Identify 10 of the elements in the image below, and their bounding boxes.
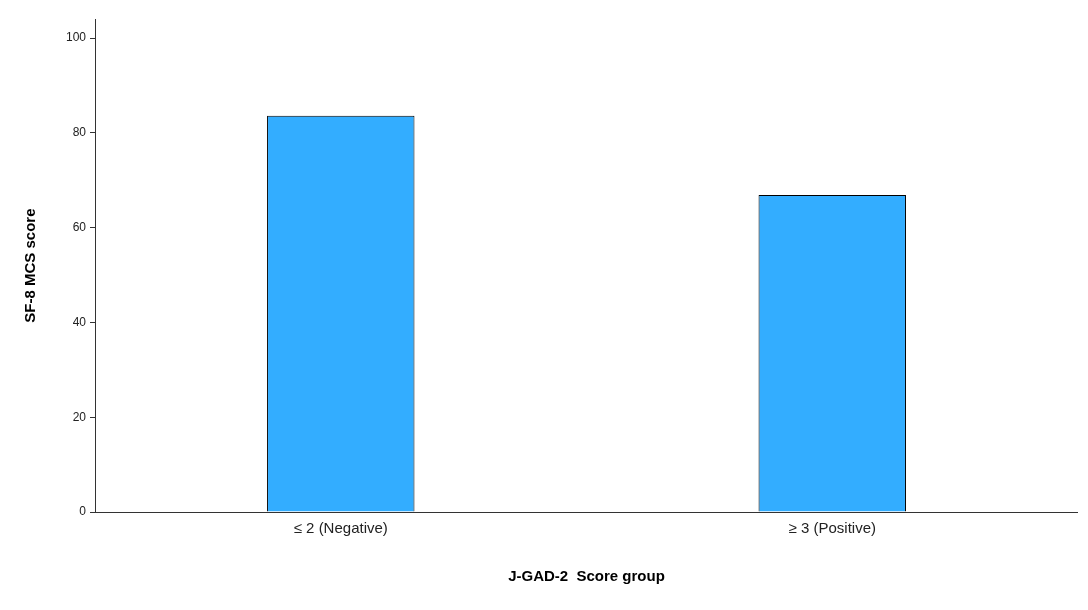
y-axis-title: SF-8 MCS score — [21, 208, 39, 323]
y-tick-label: 40 — [72, 314, 87, 329]
y-tick-label: 80 — [72, 125, 87, 140]
x-tick-label: ≥ 3 (Positive) — [788, 519, 876, 537]
x-tick-label: ≤ 2 (Negative) — [293, 519, 388, 537]
y-tick-label: 60 — [72, 220, 87, 234]
y-tick-label: 0 — [79, 504, 87, 519]
x-axis-title: J-GAD-2 Score group — [508, 567, 665, 585]
y-tick-label: 100 — [65, 30, 87, 45]
y-tick-label: 20 — [72, 409, 87, 424]
